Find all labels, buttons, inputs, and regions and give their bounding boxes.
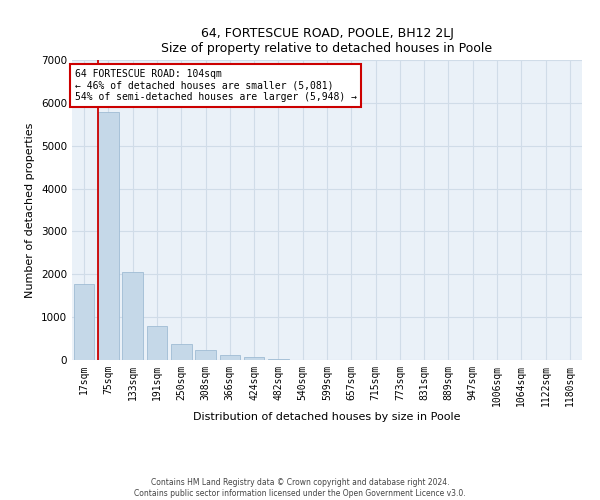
- Bar: [146, 326, 167, 360]
- Y-axis label: Number of detached properties: Number of detached properties: [25, 122, 35, 298]
- Bar: [98, 112, 119, 360]
- X-axis label: Distribution of detached houses by size in Poole: Distribution of detached houses by size …: [193, 412, 461, 422]
- Text: 64 FORTESCUE ROAD: 104sqm
← 46% of detached houses are smaller (5,081)
54% of se: 64 FORTESCUE ROAD: 104sqm ← 46% of detac…: [74, 69, 356, 102]
- Bar: [244, 358, 265, 360]
- Bar: [195, 350, 216, 360]
- Bar: [171, 344, 191, 360]
- Title: 64, FORTESCUE ROAD, POOLE, BH12 2LJ
Size of property relative to detached houses: 64, FORTESCUE ROAD, POOLE, BH12 2LJ Size…: [161, 26, 493, 54]
- Bar: [74, 284, 94, 360]
- Bar: [122, 272, 143, 360]
- Bar: [268, 359, 289, 360]
- Bar: [220, 356, 240, 360]
- Text: Contains HM Land Registry data © Crown copyright and database right 2024.
Contai: Contains HM Land Registry data © Crown c…: [134, 478, 466, 498]
